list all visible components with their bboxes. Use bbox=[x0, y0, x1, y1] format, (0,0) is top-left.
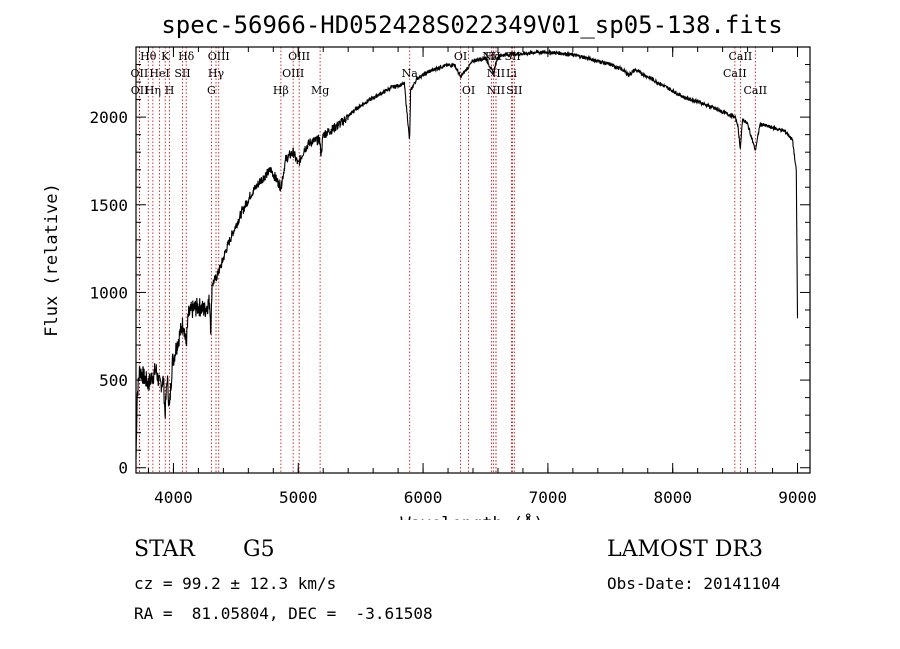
y-axis-ticks: 0 500 1000 1500 2000 bbox=[89, 64, 810, 478]
line-marker-label: Hθ bbox=[140, 50, 157, 63]
redshift-velocity: cz = 99.2 ± 12.3 km/s bbox=[134, 574, 337, 593]
x-tick-label: 4000 bbox=[154, 488, 193, 507]
plot-frame bbox=[135, 46, 811, 474]
x-tick-label: 8000 bbox=[653, 488, 692, 507]
y-tick-label: 1500 bbox=[89, 196, 128, 215]
y-tick-label: 1000 bbox=[89, 283, 128, 302]
y-tick-label: 0 bbox=[118, 459, 128, 478]
y-tick-label: 500 bbox=[99, 371, 128, 390]
x-tick-label: 9000 bbox=[778, 488, 817, 507]
object-class: STAR bbox=[134, 537, 195, 562]
line-marker-label: Na bbox=[402, 67, 419, 80]
line-marker-label: NII bbox=[487, 84, 505, 97]
x-tick-label: 6000 bbox=[404, 488, 443, 507]
y-axis-label: Flux (relative) bbox=[42, 183, 62, 337]
x-axis-ticks: 4000 5000 6000 7000 8000 9000 bbox=[147, 47, 817, 507]
line-marker-label: SII bbox=[174, 67, 190, 80]
y-tick-label: 2000 bbox=[89, 108, 128, 127]
line-marker-label: G bbox=[207, 84, 216, 97]
line-marker-label: SII bbox=[506, 84, 522, 97]
survey-name: LAMOST DR3 bbox=[607, 537, 763, 562]
line-marker-label: H bbox=[165, 84, 175, 97]
line-marker-label: NII bbox=[487, 67, 505, 80]
x-axis-label: Wavelength (Å) bbox=[400, 512, 543, 520]
line-marker-label: OI bbox=[462, 84, 475, 97]
line-marker-label: Li bbox=[506, 67, 517, 80]
line-marker-label: Mg bbox=[311, 84, 329, 97]
sky-coordinates: RA = 81.05804, DEC = -3.61508 bbox=[134, 604, 433, 623]
line-marker-label: HeI bbox=[149, 67, 169, 80]
line-marker-label: CaII bbox=[743, 84, 767, 97]
spectrum-line bbox=[135, 48, 799, 460]
spectrum-chart: spec-56966-HD052428S022349V01_sp05-138.f… bbox=[42, 11, 817, 520]
line-marker-label: OIII bbox=[288, 50, 310, 63]
x-tick-label: 5000 bbox=[279, 488, 318, 507]
line-marker-label: Hη bbox=[145, 84, 161, 97]
line-marker-label: Hβ bbox=[273, 84, 289, 97]
line-marker-label: K bbox=[161, 50, 170, 63]
chart-title: spec-56966-HD052428S022349V01_sp05-138.f… bbox=[161, 11, 782, 39]
line-marker-label: Hγ bbox=[208, 67, 225, 80]
line-marker-label: Hα bbox=[485, 50, 503, 63]
line-marker-label: OI bbox=[454, 50, 467, 63]
line-marker-label: CaII bbox=[729, 50, 753, 63]
emission-line-markers bbox=[138, 47, 756, 473]
x-tick-label: 7000 bbox=[529, 488, 568, 507]
observation-date: Obs-Date: 20141104 bbox=[607, 574, 781, 593]
line-marker-label: CaII bbox=[723, 67, 747, 80]
object-subclass: G5 bbox=[243, 537, 275, 562]
line-marker-label: OII bbox=[131, 84, 149, 97]
line-marker-label: OIII bbox=[208, 50, 230, 63]
line-marker-label: Hδ bbox=[178, 50, 195, 63]
line-marker-label: OIII bbox=[282, 67, 304, 80]
line-marker-label: OII bbox=[131, 67, 149, 80]
